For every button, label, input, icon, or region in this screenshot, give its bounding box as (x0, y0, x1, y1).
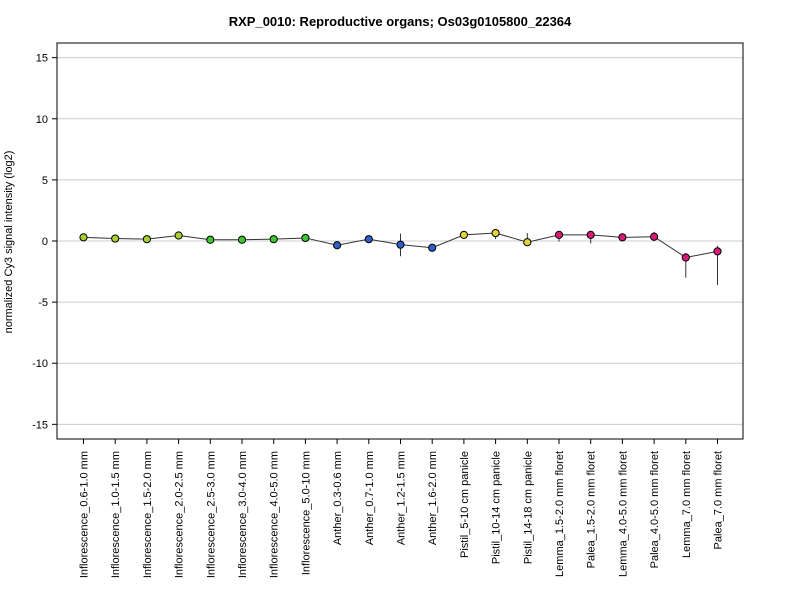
y-tick-label: -5 (38, 297, 48, 309)
data-point (586, 230, 595, 239)
data-point (333, 241, 342, 250)
data-point (650, 232, 659, 241)
x-tick-label: Pistil_10-14 cm panicle (491, 451, 503, 564)
x-tick-label: Inflorescence_2.5-3.0 mm (205, 451, 217, 578)
x-tick-label: Inflorescence_0.6-1.0 mm (79, 451, 91, 578)
x-tick-label: Inflorescence_5.0-10 mm (300, 451, 312, 575)
x-tick-label: Inflorescence_1.0-1.5 mm (110, 451, 122, 578)
data-point (142, 235, 151, 244)
x-tick-label: Inflorescence_2.0-2.5 mm (174, 451, 186, 578)
data-point (301, 233, 310, 243)
data-point (174, 231, 183, 240)
x-tick-label: Pistil_14-18 cm panicle (522, 451, 534, 564)
y-axis-label: normalized Cy3 signal intensity (log2) (3, 151, 15, 334)
data-point (459, 230, 468, 239)
y-axis: 15 10 5 0 -5 -10 -15 (32, 53, 57, 431)
y-tick-label: 10 (36, 114, 48, 126)
data-point (79, 233, 88, 242)
x-tick-label: Anther_1.6-2.0 mm (427, 451, 439, 545)
data-point (618, 233, 627, 242)
x-tick-label: Inflorescence_4.0-5.0 mm (269, 451, 281, 578)
data-point (111, 234, 120, 243)
x-tick-label: Inflorescence_1.5-2.0 mm (142, 451, 154, 578)
data-point (491, 228, 500, 238)
grid-layer (57, 57, 743, 425)
x-tick-label: Anther_1.2-1.5 mm (396, 451, 408, 545)
x-tick-label: Lemma_7.0 mm floret (681, 451, 693, 558)
data-point (713, 247, 722, 256)
chart-title: RXP_0010: Reproductive organs; Os03g0105… (229, 14, 572, 29)
data-point (681, 253, 690, 262)
x-tick-label: Lemma_4.0-5.0 mm floret (617, 451, 629, 577)
y-tick-label: 5 (42, 175, 48, 187)
data-point (237, 235, 247, 244)
x-tick-label: Palea_1.5-2.0 mm floret (586, 451, 598, 568)
y-tick-label: -15 (32, 419, 48, 431)
y-tick-label: 0 (42, 236, 48, 248)
x-tick-label: Lemma_1.5-2.0 mm floret (554, 451, 566, 577)
data-point (206, 235, 215, 244)
x-tick-label: Palea_7.0 mm floret (713, 451, 725, 549)
data-point (428, 243, 437, 252)
x-tick-label: Pistil_5-10 cm panicle (459, 451, 471, 558)
x-tick-label: Anther_0.7-1.0 mm (364, 451, 376, 545)
data-point (364, 235, 373, 244)
x-axis: Inflorescence_0.6-1.0 mm Inflorescence_1.… (79, 439, 725, 578)
x-tick-label: Palea_4.0-5.0 mm floret (649, 451, 661, 568)
data-point (523, 238, 532, 247)
series (79, 228, 722, 285)
x-tick-label: Inflorescence_3.0-4.0 mm (237, 451, 249, 578)
y-tick-label: 15 (36, 53, 48, 65)
data-point (269, 235, 278, 244)
data-point (554, 230, 564, 239)
data-point (396, 240, 405, 249)
x-tick-label: Anther_0.3-0.6 mm (332, 451, 344, 545)
y-tick-label: -10 (32, 358, 48, 370)
